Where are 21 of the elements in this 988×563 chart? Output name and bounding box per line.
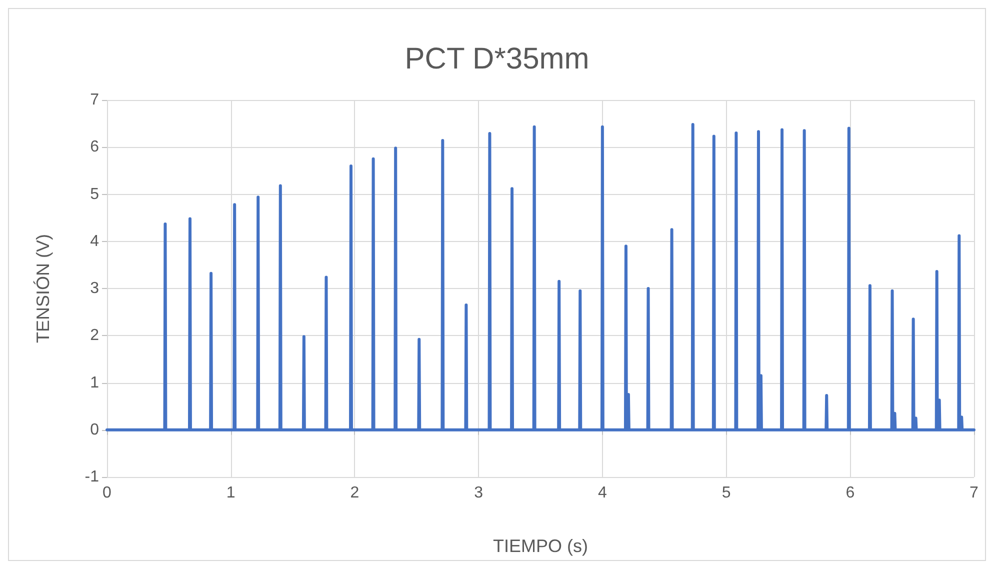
y-tick-label: -1	[84, 468, 100, 486]
x-tick-label: 0	[102, 484, 112, 502]
x-tick-label: 7	[970, 484, 979, 502]
x-tick-label: 1	[226, 484, 236, 502]
x-axis-title: TIEMPO (s)	[493, 536, 588, 556]
y-tick-label: 7	[90, 92, 100, 108]
x-tick-label: 2	[350, 484, 360, 502]
y-tick-label: 4	[90, 232, 100, 250]
y-tick-label: 2	[90, 327, 100, 344]
x-tick-label: 4	[598, 484, 607, 502]
x-tick-label: 5	[722, 484, 731, 502]
y-tick-label: 1	[90, 374, 100, 392]
x-tick-label: 3	[474, 484, 484, 502]
y-tick-label: 0	[90, 421, 100, 438]
y-tick-label: 3	[90, 280, 100, 297]
y-axis-title: TENSIÓN (V)	[33, 234, 53, 344]
x-tick-label: 6	[846, 484, 855, 502]
y-tick-label: 6	[90, 138, 100, 156]
chart-title: PCT D*35mm	[404, 42, 590, 76]
line-series	[106, 123, 976, 432]
y-tick-label: 5	[90, 186, 100, 203]
